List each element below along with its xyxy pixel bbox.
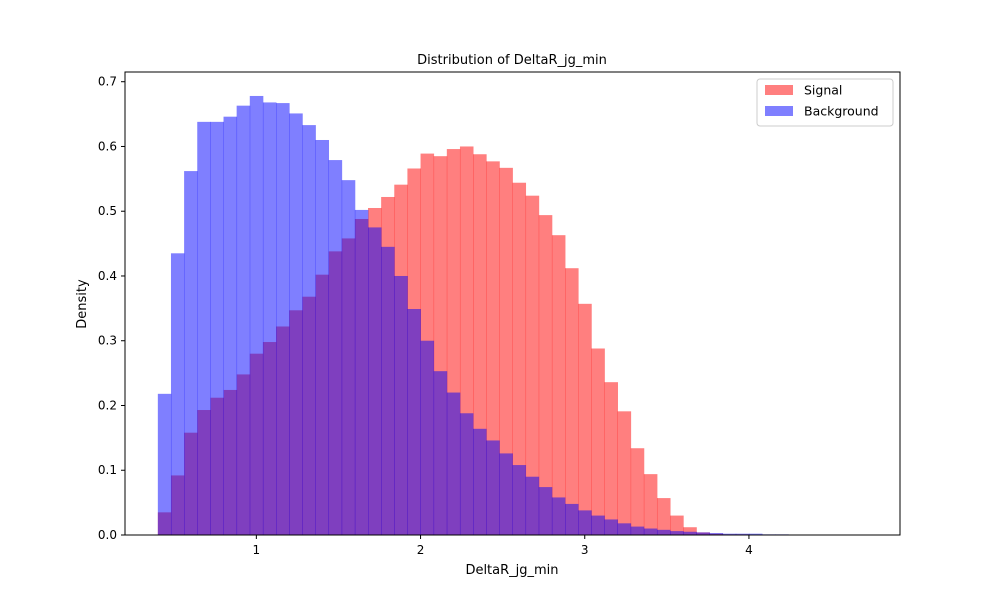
bar-signal: [643, 474, 658, 535]
bar-background: [354, 209, 369, 535]
y-tick-label: 0.4: [98, 269, 117, 283]
bar-signal: [565, 268, 579, 535]
bar-background: [381, 246, 395, 535]
bar-background: [591, 515, 605, 535]
bar-signal: [551, 235, 566, 535]
bar-background: [473, 428, 487, 535]
bar-signal: [499, 167, 513, 535]
bar-background: [328, 160, 343, 535]
bar-background: [486, 440, 500, 535]
bar-background: [722, 533, 737, 535]
bar-signal: [656, 498, 671, 535]
bar-background: [565, 503, 579, 535]
bar-signal: [525, 195, 540, 535]
legend: Signal Background: [756, 78, 894, 127]
bar-background: [656, 529, 671, 535]
bar-background: [302, 125, 316, 535]
bar-background: [617, 523, 632, 535]
bar-signal: [630, 448, 645, 535]
bar-background: [643, 528, 658, 535]
bar-signal: [670, 515, 684, 535]
bar-background: [525, 476, 540, 535]
bar-background: [748, 533, 763, 535]
y-tick-label: 0.7: [98, 75, 117, 89]
legend-label-background: Background: [804, 104, 879, 119]
bar-background: [170, 253, 185, 535]
legend-swatch-signal: [765, 85, 793, 95]
bar-signal: [591, 348, 605, 535]
bar-background: [289, 113, 303, 535]
bar-background: [157, 393, 172, 535]
bar-background: [368, 227, 382, 535]
bar-background: [683, 531, 697, 535]
bar-signal: [578, 303, 592, 535]
y-axis-label: Density: [75, 279, 90, 329]
y-tick-label: 0.1: [98, 463, 117, 477]
bar-background: [407, 309, 421, 535]
bar-background: [276, 103, 290, 535]
bar-background: [446, 392, 461, 535]
bar-background: [630, 526, 645, 535]
y-tick-label: 0.6: [98, 139, 117, 153]
bar-background: [604, 519, 618, 535]
bar-background: [709, 533, 724, 535]
bar-background: [341, 180, 356, 535]
bar-background: [499, 453, 513, 535]
bar-signal: [617, 411, 632, 535]
bar-background: [696, 532, 710, 535]
plot-area-frame: [124, 71, 901, 536]
bar-background: [670, 531, 684, 535]
y-tick-label: 0.5: [98, 204, 117, 218]
bar-background: [236, 105, 251, 536]
x-axis-label: DeltaR_jg_min: [465, 563, 558, 578]
bar-background: [262, 102, 277, 536]
ticks-layer: 1 2 3 4 0.0 0.1 0.2 0.3 0.4 0.5 0.6 0.7: [98, 75, 753, 557]
bar-background: [210, 121, 224, 536]
y-tick-label: 0.3: [98, 334, 117, 348]
bar-background: [538, 487, 553, 535]
bar-signal: [683, 527, 697, 535]
bar-signal: [604, 382, 618, 535]
bar-background: [512, 465, 527, 535]
legend-swatch-background: [765, 106, 793, 116]
bar-background: [315, 139, 330, 536]
y-tick-label: 0.2: [98, 398, 117, 412]
y-tick-label: 0.0: [98, 528, 117, 542]
bar-background: [223, 116, 238, 536]
bar-background: [197, 121, 211, 536]
bar-signal: [538, 215, 553, 536]
bar-background: [433, 371, 448, 535]
bar-background: [578, 510, 592, 535]
x-tick-label: 4: [745, 543, 753, 557]
bar-background: [249, 95, 264, 536]
bar-background: [735, 533, 750, 535]
series-background-bars: [157, 95, 789, 536]
chart-title: Distribution of DeltaR_jg_min: [417, 53, 607, 68]
x-tick-label: 1: [253, 543, 261, 557]
x-tick-label: 3: [581, 543, 589, 557]
bar-signal: [512, 182, 527, 536]
bar-background: [394, 275, 408, 535]
bar-background: [459, 413, 474, 535]
x-tick-label: 2: [417, 543, 425, 557]
legend-label-signal: Signal: [804, 83, 842, 98]
bar-background: [551, 497, 566, 535]
bar-background: [184, 171, 198, 535]
bar-background: [420, 340, 435, 535]
bars-layer: [157, 95, 789, 536]
